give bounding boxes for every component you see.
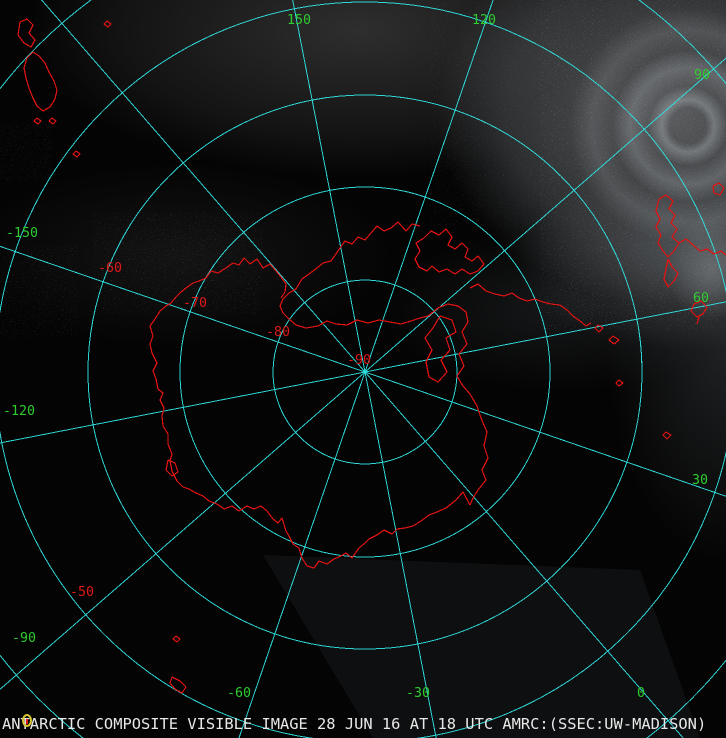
grain-leftedge-mid [0,246,78,338]
coastline-path [414,228,485,275]
longitude-label: 30 [692,473,709,488]
coastline-path [33,117,42,125]
coastline-path [608,335,620,345]
meridian-line [40,0,366,373]
grain-left-patch [92,212,262,314]
latitude-circle [272,279,458,465]
meridian-line [0,371,366,690]
longitude-label: 120 [472,13,497,28]
coastline-path [469,283,592,327]
coastline-path [655,194,680,258]
meridian-line [364,371,726,497]
meridian-line [0,245,366,373]
meridian-line [0,371,366,444]
grain-leftedge-upper [0,122,52,180]
meridian-line [364,371,437,738]
coastline-path [72,150,81,158]
coastline-path [149,287,187,488]
latitude-label: -50 [70,585,95,600]
grain-storm-region [540,0,726,330]
latitude-circle [87,94,643,650]
latitude-label: -90 [347,353,372,368]
station-marker [22,714,32,727]
grain-topcenter [430,0,560,230]
coastline-path [17,18,36,48]
coastline-path [424,315,457,383]
coastline-path [169,676,187,694]
latitude-label: -70 [183,296,208,311]
meridian-line [238,371,366,738]
coastline-path [663,258,679,288]
coastline-path [594,324,604,333]
meridian-line [364,57,726,373]
latitude-label: -60 [98,261,123,276]
longitude-label: -120 [3,404,36,419]
coastline-path [172,635,181,643]
coastline-path [427,303,489,506]
coastline-path [103,20,112,28]
longitude-label: 0 [637,686,646,701]
coastline-path [615,379,624,387]
coastline-path [48,117,57,125]
longitude-label: -30 [406,686,431,701]
meridian-line [364,0,494,373]
meridian-line [292,0,366,373]
coastline-path [678,238,726,256]
longitude-label: 60 [693,291,710,306]
coastline-path [690,300,708,318]
meridian-line [364,371,684,738]
longitude-label: 90 [694,68,711,83]
coastline-path [165,459,179,477]
longitude-label: -60 [227,686,252,701]
coastline-path [23,51,58,112]
coastline-path [696,316,700,325]
longitude-label: 150 [287,13,312,28]
longitude-label: -90 [12,631,37,646]
coastline-path [279,221,429,329]
coastline-path [182,486,471,569]
latitude-label: -80 [266,325,291,340]
coastline-path [712,182,725,196]
image-caption: ANTARCTIC COMPOSITE VISIBLE IMAGE 28 JUN… [2,715,707,733]
coastline-path [185,257,287,299]
longitude-label: -150 [6,226,39,241]
meridian-line [364,301,726,373]
latitude-circle [179,186,551,558]
coastline-path [662,431,672,440]
